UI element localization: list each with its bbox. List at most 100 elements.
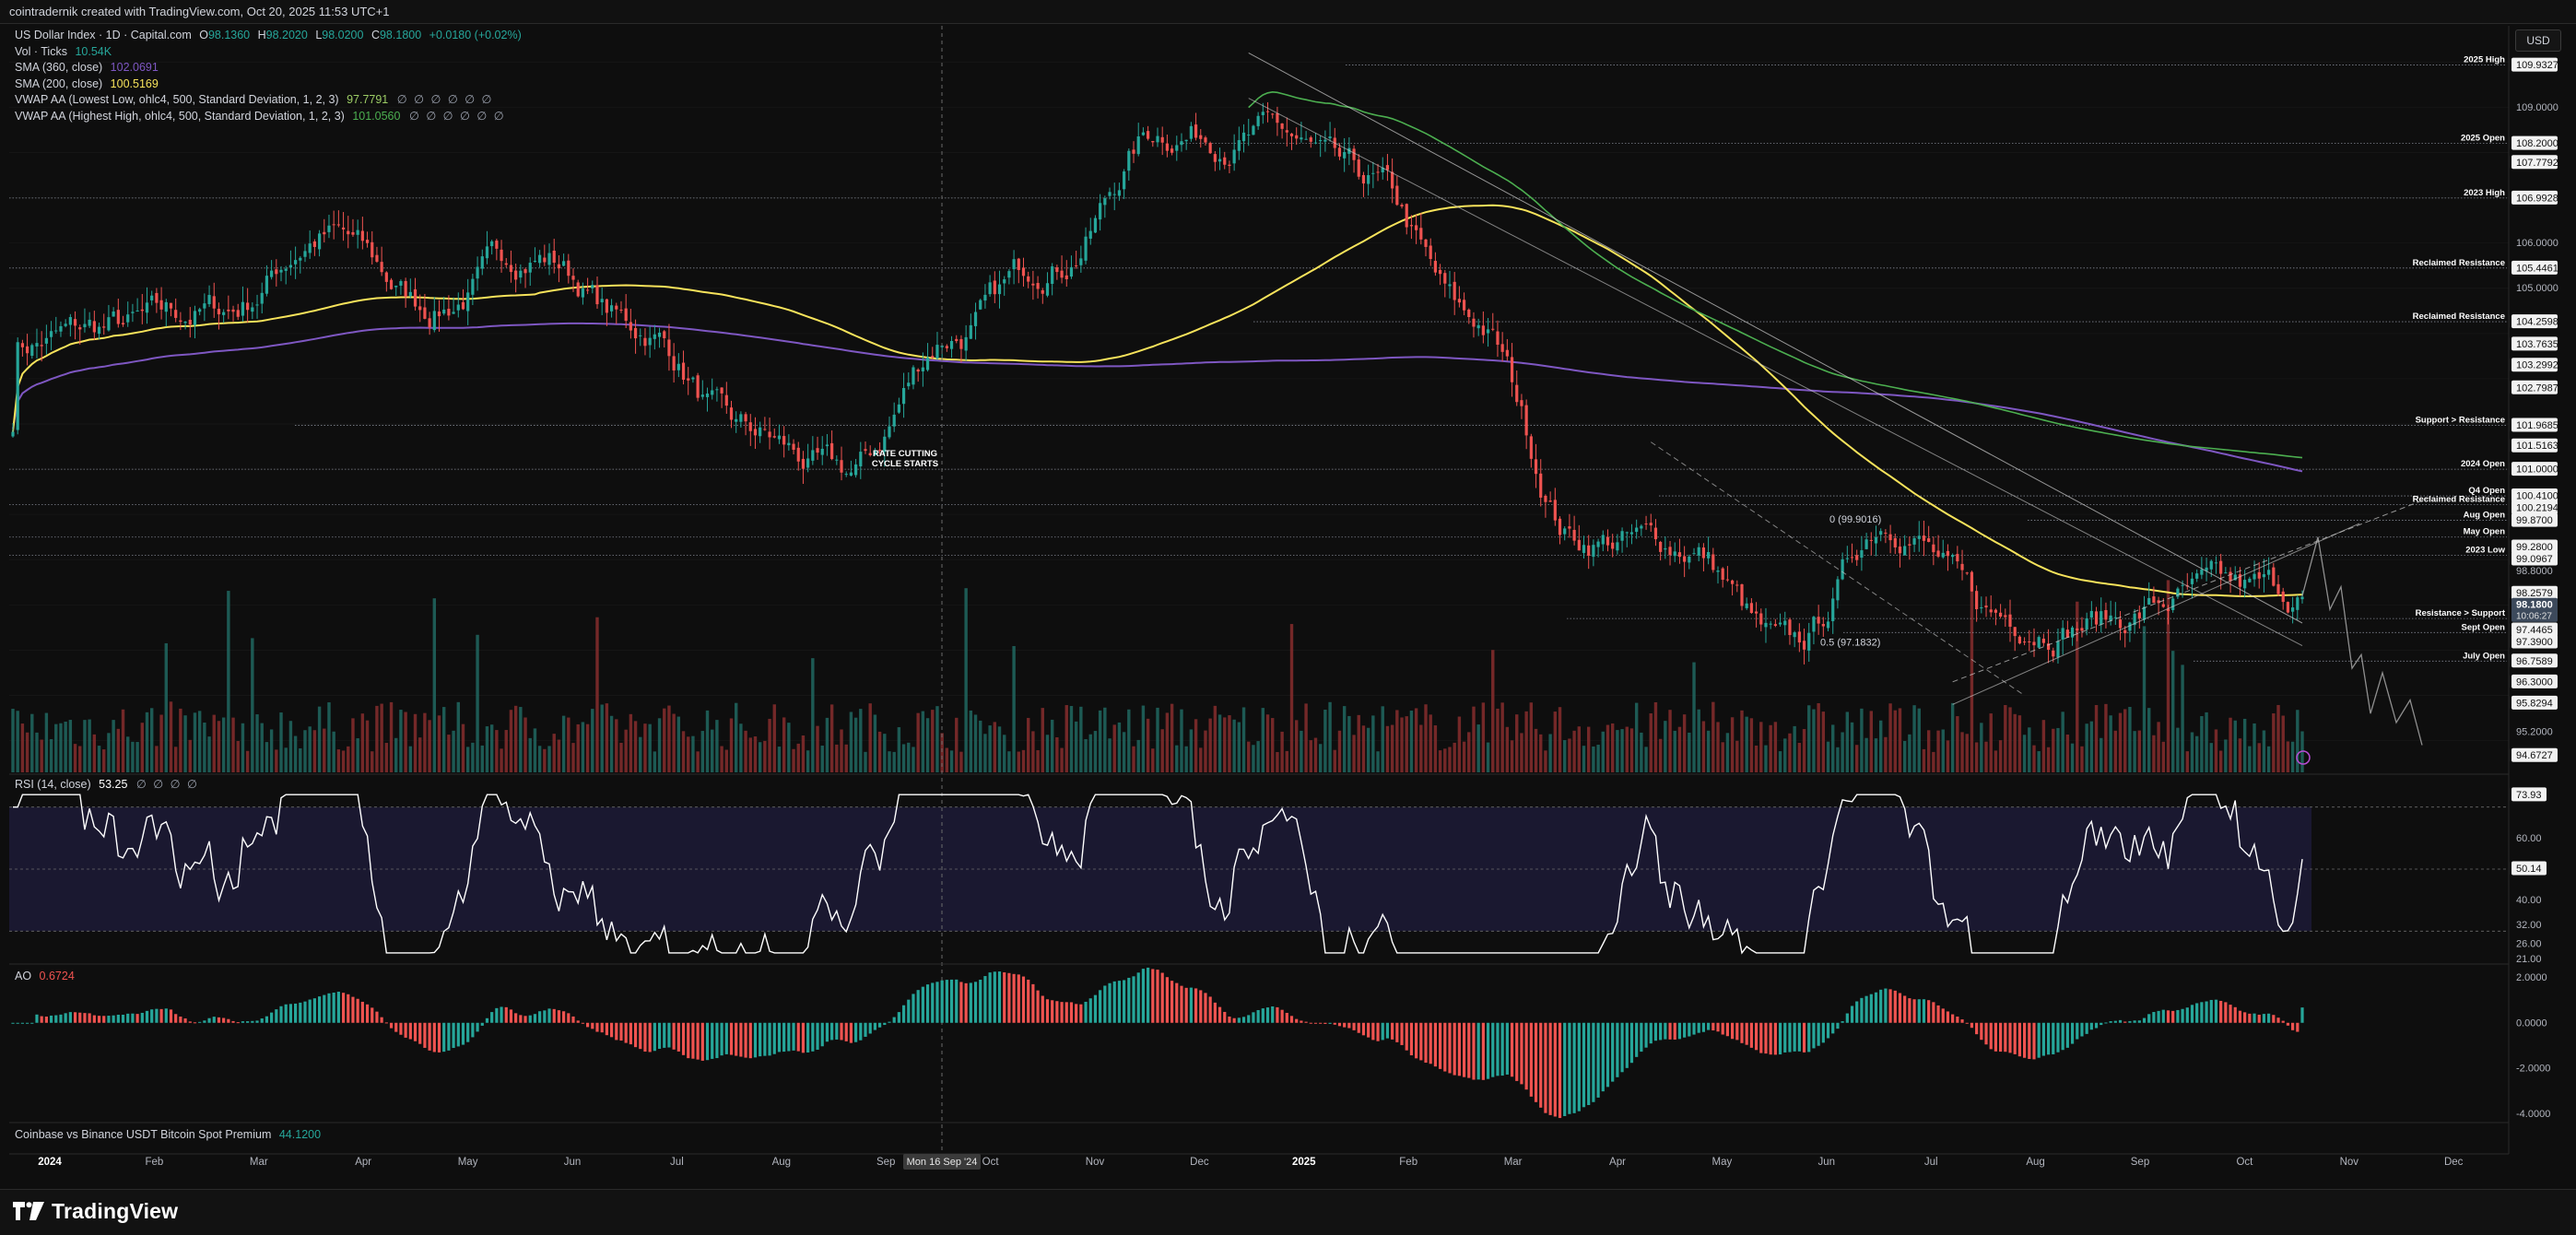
candle-body[interactable] — [1941, 552, 1945, 558]
candle-body[interactable] — [1136, 135, 1140, 155]
candle-body[interactable] — [973, 312, 978, 326]
candle-body[interactable] — [1381, 167, 1384, 173]
candle-body[interactable] — [1084, 236, 1088, 261]
candle-body[interactable] — [519, 270, 523, 278]
candle-body[interactable] — [456, 304, 460, 311]
candle-body[interactable] — [1481, 325, 1485, 335]
candle-body[interactable] — [317, 233, 322, 250]
candle-body[interactable] — [284, 268, 288, 271]
candle-body[interactable] — [2013, 627, 2017, 637]
downtrend-line[interactable] — [1248, 53, 2303, 624]
candle-body[interactable] — [624, 308, 628, 322]
candle-body[interactable] — [892, 414, 896, 427]
candle-body[interactable] — [1644, 523, 1648, 525]
candle-body[interactable] — [1534, 459, 1538, 475]
candle-body[interactable] — [1587, 545, 1591, 556]
candle-body[interactable] — [1884, 532, 1888, 534]
candle-body[interactable] — [279, 269, 283, 273]
candle-body[interactable] — [1922, 535, 1926, 541]
candle-body[interactable] — [1261, 112, 1264, 115]
candle-body[interactable] — [1984, 606, 1988, 608]
candle-body[interactable] — [299, 257, 302, 261]
candle-body[interactable] — [724, 394, 728, 406]
candle-body[interactable] — [997, 284, 1002, 295]
candle-body[interactable] — [744, 414, 747, 422]
candle-body[interactable] — [609, 305, 614, 312]
candle-body[interactable] — [504, 263, 508, 265]
candle-body[interactable] — [1860, 550, 1864, 559]
candle-body[interactable] — [2214, 562, 2218, 564]
candle-body[interactable] — [1898, 547, 1902, 554]
candle-body[interactable] — [1467, 309, 1471, 318]
candle-body[interactable] — [2080, 628, 2084, 631]
candle-body[interactable] — [912, 367, 915, 385]
candle-body[interactable] — [1405, 204, 1408, 228]
candle-body[interactable] — [1328, 136, 1332, 139]
candle-body[interactable] — [571, 276, 575, 280]
candle-body[interactable] — [1457, 299, 1461, 303]
candle-body[interactable] — [696, 375, 700, 398]
candle-body[interactable] — [1821, 624, 1825, 627]
candle-body[interactable] — [1601, 535, 1605, 545]
candle-body[interactable] — [567, 260, 570, 276]
candle-body[interactable] — [1252, 125, 1255, 135]
candle-body[interactable] — [2166, 608, 2170, 612]
candle-body[interactable] — [1505, 349, 1509, 357]
candle-body[interactable] — [1160, 136, 1164, 143]
candle-body[interactable] — [2171, 598, 2175, 610]
candle-body[interactable] — [711, 390, 714, 395]
candle-body[interactable] — [2248, 578, 2252, 582]
candle-body[interactable] — [1831, 598, 1835, 621]
candle-body[interactable] — [83, 323, 87, 328]
candle-body[interactable] — [1539, 473, 1543, 498]
candle-body[interactable] — [979, 300, 982, 310]
vwap-high-row[interactable]: VWAP AA (Highest High, ohlc4, 500, Stand… — [15, 109, 522, 125]
candle-body[interactable] — [528, 263, 532, 273]
candle-body[interactable] — [447, 309, 451, 316]
candle-body[interactable] — [1869, 539, 1873, 541]
candle-body[interactable] — [332, 224, 335, 226]
candle-body[interactable] — [1927, 538, 1931, 543]
candle-body[interactable] — [562, 261, 566, 266]
candle-body[interactable] — [1936, 550, 1940, 557]
candle-body[interactable] — [916, 369, 920, 372]
candle-body[interactable] — [1707, 551, 1711, 559]
candle-body[interactable] — [1649, 523, 1653, 526]
candle-body[interactable] — [2137, 612, 2141, 618]
candle-body[interactable] — [2052, 650, 2055, 657]
candle-body[interactable] — [1688, 556, 1691, 563]
candle-body[interactable] — [1433, 261, 1438, 273]
candle-body[interactable] — [92, 321, 96, 333]
alert-icon[interactable] — [2296, 750, 2311, 765]
candle-body[interactable] — [691, 377, 695, 380]
candle-body[interactable] — [557, 264, 561, 269]
candle-body[interactable] — [336, 224, 340, 226]
candle-body[interactable] — [1352, 148, 1356, 160]
candle-body[interactable] — [1855, 555, 1859, 560]
candle-body[interactable] — [2272, 567, 2276, 586]
candle-body[interactable] — [969, 324, 972, 339]
candle-body[interactable] — [25, 346, 29, 354]
candle-body[interactable] — [64, 323, 67, 326]
candle-body[interactable] — [30, 345, 34, 357]
candle-body[interactable] — [112, 311, 115, 317]
candle-body[interactable] — [772, 436, 776, 438]
candle-body[interactable] — [1592, 545, 1595, 558]
candle-body[interactable] — [308, 243, 312, 253]
candle-body[interactable] — [500, 249, 503, 262]
candle-body[interactable] — [1640, 525, 1643, 529]
candle-body[interactable] — [351, 231, 355, 235]
candle-body[interactable] — [653, 334, 656, 339]
candle-body[interactable] — [384, 272, 388, 282]
candle-body[interactable] — [868, 453, 872, 455]
candle-body[interactable] — [1677, 552, 1682, 558]
candle-body[interactable] — [44, 337, 48, 344]
candle-body[interactable] — [1999, 612, 2003, 618]
candle-body[interactable] — [585, 289, 590, 291]
candle-body[interactable] — [1313, 142, 1318, 144]
candle-body[interactable] — [222, 312, 226, 315]
currency-button[interactable]: USD — [2515, 29, 2561, 52]
candle-body[interactable] — [1031, 283, 1035, 286]
candle-body[interactable] — [959, 338, 963, 349]
candle-body[interactable] — [1625, 532, 1629, 534]
